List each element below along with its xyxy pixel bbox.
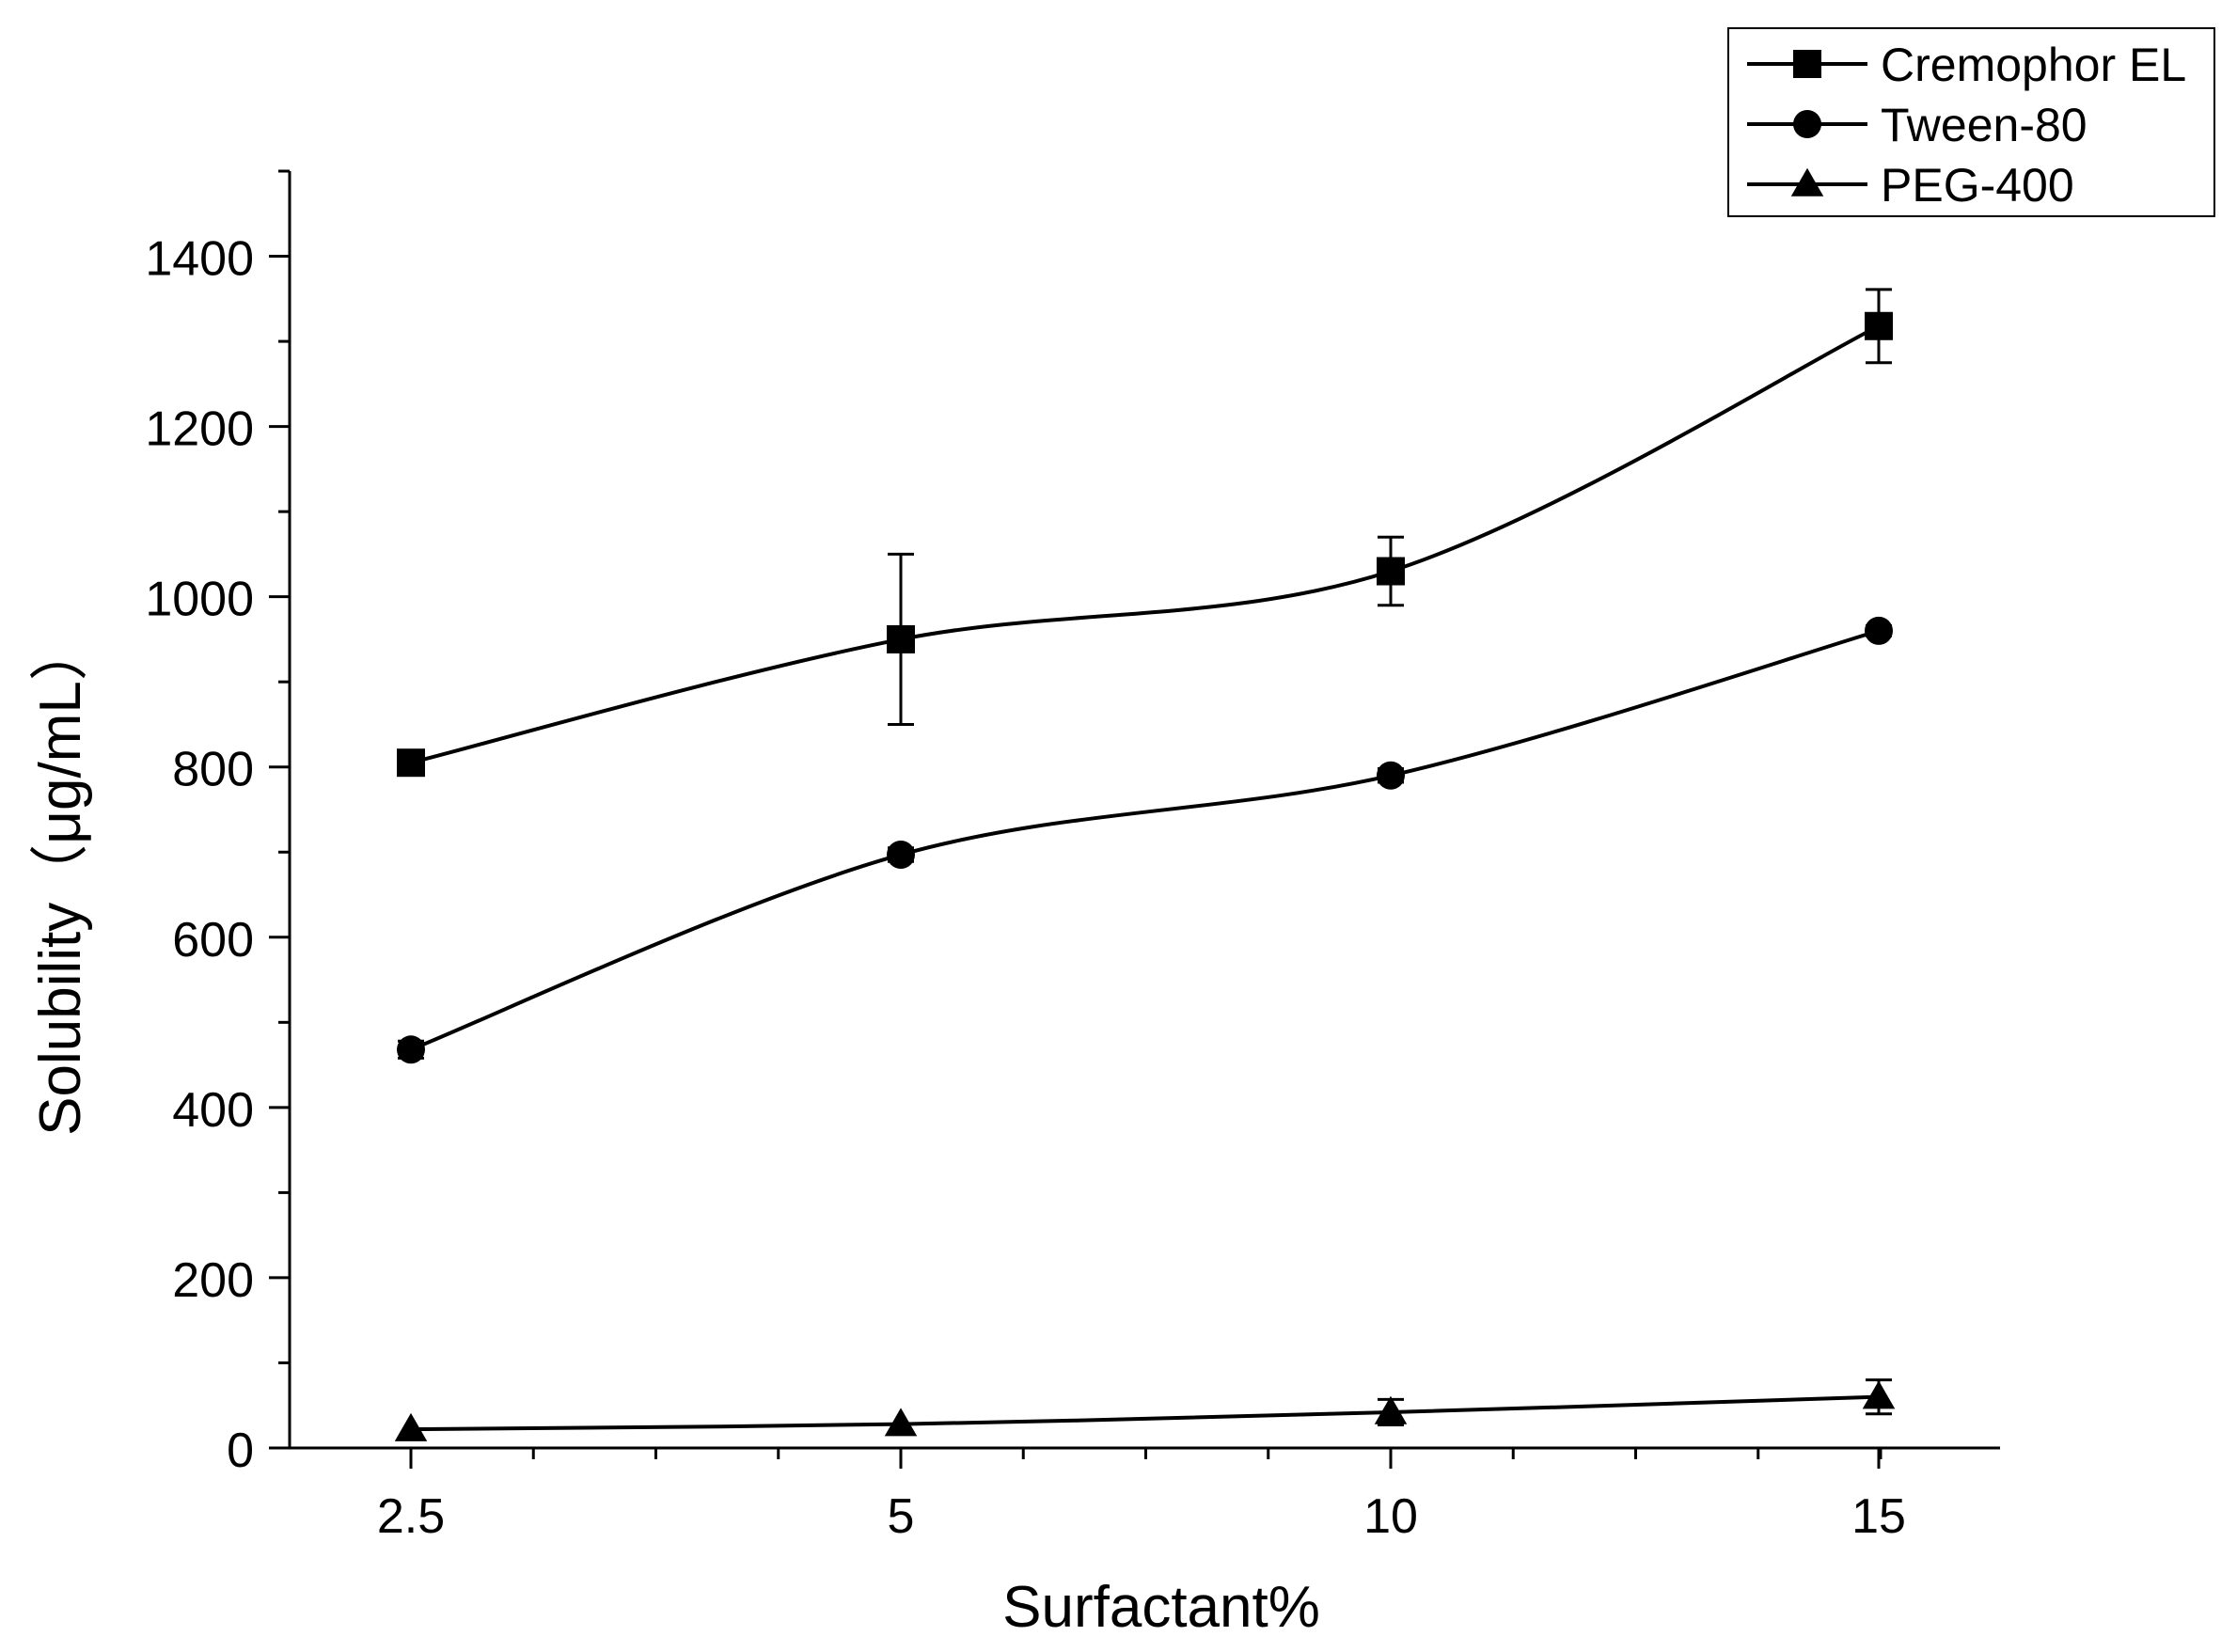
data-point [884,1408,918,1437]
data-point [394,1412,428,1441]
series-cremophor-el [397,288,1893,778]
series-line [410,323,1880,765]
y-tick-label: 600 [172,913,254,968]
y-tick-label: 400 [172,1083,254,1138]
x-tick-label: 15 [1851,1489,1906,1544]
legend-marker [1790,167,1824,197]
ticks: 0 200 400 600 800 1000 1200 1400 2.5 5 10 15 [145,169,1906,1544]
legend-item: PEG-400 [1747,159,2074,212]
axes [288,171,2000,1450]
data-point [1377,761,1405,790]
legend-marker [1793,110,1821,138]
data-point [1865,616,1893,645]
x-axis-label: Surfactant% [1002,1575,1320,1640]
y-tick-label: 1000 [145,573,254,627]
y-tick-label: 800 [172,743,254,797]
y-tick-label: 200 [172,1253,254,1308]
x-tick-label: 10 [1363,1489,1418,1544]
plot-area [394,288,1896,1441]
data-point [1862,1380,1896,1409]
data-point [1377,557,1405,586]
data-point [1374,1395,1408,1424]
series-peg-400 [394,1378,1896,1441]
data-point [397,1035,425,1064]
data-point [1865,311,1893,340]
y-tick-label: 1200 [145,402,254,457]
legend-item: Cremophor EL [1747,39,2186,91]
y-tick-label: 0 [227,1424,254,1478]
legend-marker [1793,50,1821,78]
series-line [410,1394,1880,1432]
y-tick-label: 1400 [145,232,254,287]
legend-label: Tween-80 [1881,99,2087,151]
series-line [410,628,1880,1052]
data-point [397,748,425,778]
legend-label: PEG-400 [1881,159,2074,212]
data-point [887,840,915,869]
data-point [887,624,915,653]
legend-label: Cremophor EL [1881,39,2186,91]
x-tick-label: 2.5 [377,1489,445,1544]
legend-item: Tween-80 [1747,99,2087,151]
legend: Cremophor EL Tween-80 PEG-400 [1727,27,2215,217]
series-tween-80 [397,616,1893,1064]
x-tick-label: 5 [888,1489,915,1544]
y-axis-label: Solubility（μg/mL） [28,622,93,1136]
